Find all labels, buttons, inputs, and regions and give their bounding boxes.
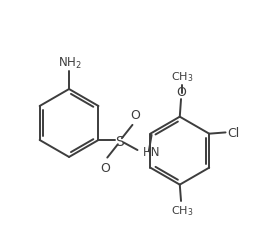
Text: CH$_3$: CH$_3$ [171,70,193,83]
Text: O: O [130,109,140,122]
Text: NH$_2$: NH$_2$ [58,56,82,71]
Text: Cl: Cl [227,127,239,139]
Text: HN: HN [142,145,160,158]
Text: O: O [177,85,187,99]
Text: O: O [100,162,110,175]
Text: CH$_3$: CH$_3$ [170,204,193,217]
Text: S: S [116,135,124,149]
